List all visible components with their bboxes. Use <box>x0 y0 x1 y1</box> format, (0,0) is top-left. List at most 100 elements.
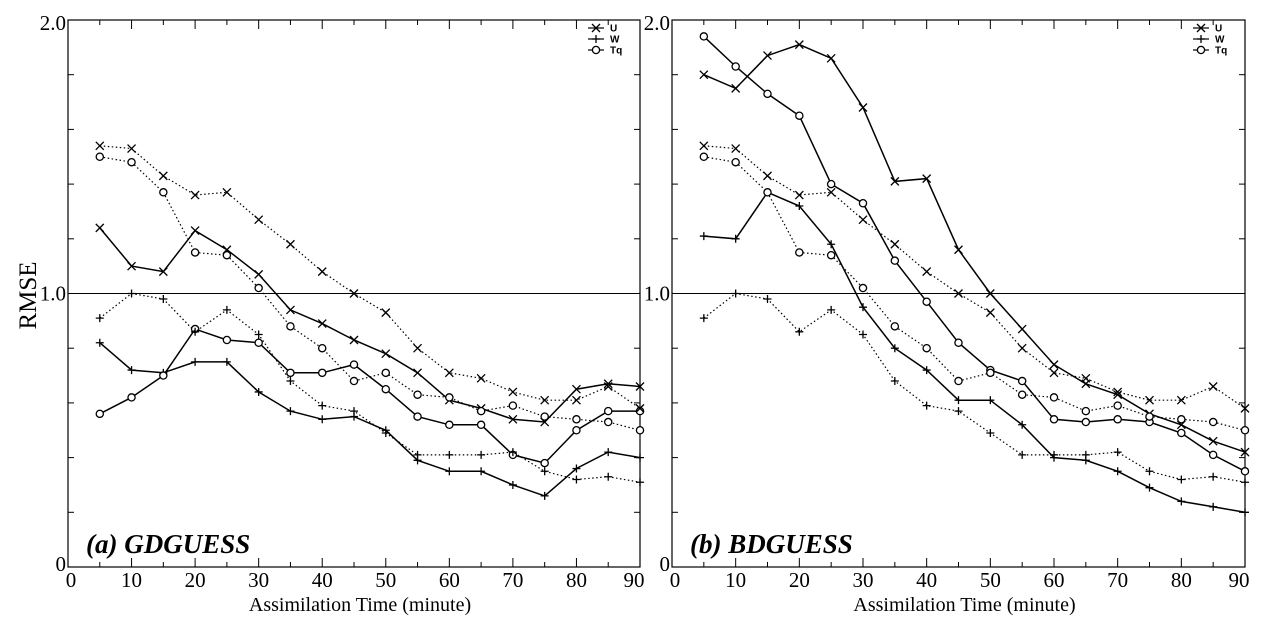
panel-a-data-point <box>540 395 550 405</box>
panel-a-data-point <box>222 305 231 314</box>
panel-b-title: (b) BDGUESS <box>690 529 853 559</box>
panel-b-data-point <box>890 322 900 331</box>
panel-b-data-point <box>1240 403 1250 413</box>
panel-b-data-point <box>1017 324 1027 334</box>
panel-b-x-tick-label: 60 <box>1044 568 1065 592</box>
panel-a-data-point <box>476 373 486 383</box>
panel-b-data-point <box>731 62 740 71</box>
panel-a-data-point <box>604 448 613 457</box>
panel-a-data-point <box>254 215 264 225</box>
panel-a-data-point <box>445 450 454 459</box>
panel-a-series-line <box>99 156 641 431</box>
panel-a-data-point <box>95 223 105 233</box>
panel-b-data-point <box>1145 467 1154 476</box>
panel-b-data-point <box>1017 390 1027 399</box>
panel-a-data-point <box>349 360 359 369</box>
panel-b-series-line <box>703 156 1246 431</box>
panel-b-legend-label: W <box>1215 35 1225 46</box>
panel-b-series-w <box>699 188 1249 517</box>
panel-b-data-point <box>826 250 836 260</box>
panel-b-data-point <box>1017 376 1027 386</box>
panel-a-legend-label: Tq <box>610 46 622 57</box>
panel-a-series-dotted-+ <box>95 289 644 487</box>
panel-a-data-point <box>381 428 390 437</box>
panel-b-data-point <box>1113 401 1122 410</box>
panel-a-series-line <box>99 227 641 423</box>
panel-a-data-point <box>127 157 136 167</box>
panel-a-data-point <box>254 387 263 396</box>
panel-a-data-point <box>349 289 359 298</box>
panel-a-data-point <box>381 308 391 318</box>
panel-b-data-point <box>1113 387 1123 397</box>
panel-b-data-point <box>1081 373 1091 383</box>
panel-b-data-point <box>1240 467 1250 476</box>
panel-b-data-point <box>699 70 709 80</box>
panel-b-data-point <box>1177 475 1186 484</box>
panel-a-x-tick-label: 60 <box>439 568 460 592</box>
panel-b-data-point <box>922 401 931 410</box>
panel-b-data-point <box>922 174 932 184</box>
panel-b-data-point <box>954 407 963 416</box>
panel-a-data-point <box>190 190 200 200</box>
panel-b-data-point <box>731 144 741 154</box>
panel-a-data-point <box>381 349 391 359</box>
panel-b-data-point <box>1081 450 1090 459</box>
panel-a-legend-marker <box>591 23 601 33</box>
panel-b-data-point <box>1208 417 1218 427</box>
panel-b-data-point <box>763 51 772 61</box>
panel-b-data-point <box>826 179 836 189</box>
panel-b-data-point <box>1177 428 1186 438</box>
panel-a-data-point <box>254 338 263 347</box>
panel-a-data-point <box>127 289 136 298</box>
panel-a-series-u <box>95 223 645 427</box>
panel-a-data-point <box>350 407 358 416</box>
panel-a-data-point <box>286 407 295 416</box>
panel-a-series-dotted-x <box>95 141 645 413</box>
panel-a-x-tick-label: 0 <box>66 568 77 592</box>
panel-a-data-point <box>635 425 645 435</box>
panel-a-data-point <box>254 269 264 279</box>
panel-b-data-point <box>985 308 995 318</box>
panel-a-data-point <box>477 450 486 459</box>
panel-a-y-tick-label: 0 <box>56 552 67 576</box>
panel-a-data-point <box>508 387 518 397</box>
panel-b-data-point <box>1017 343 1027 353</box>
panel-a-legend-label: W <box>610 35 620 46</box>
panel-b-data-point <box>1177 497 1186 506</box>
panel-a-data-point <box>508 448 517 457</box>
panel-a-data-point <box>95 338 104 347</box>
panel-a-series-line <box>99 342 641 497</box>
panel-b-data-point <box>1145 395 1154 405</box>
panel-a-data-point <box>603 417 613 427</box>
panel-a-data-point <box>286 377 295 386</box>
panel-b-data-point <box>1241 508 1249 517</box>
panel-b-data-point <box>890 176 900 186</box>
panel-b-x-tick-label: 20 <box>789 568 810 592</box>
panel-a-y-axis-label: RMSE <box>15 261 42 329</box>
panel-b-data-point <box>858 198 868 208</box>
panel-a-data-point <box>477 467 486 476</box>
panel-b-series-u <box>699 40 1250 457</box>
panel-b-x-tick-label: 80 <box>1171 568 1192 592</box>
panel-a-data-point <box>508 401 518 410</box>
panel-b-data-point <box>794 190 804 200</box>
panel-b-data-point <box>1081 406 1091 416</box>
panel-a-data-point <box>285 239 295 249</box>
panel-a-data-point <box>222 250 232 260</box>
panel-b-data-point <box>985 289 995 298</box>
panel-b-series-line <box>703 145 1246 409</box>
panel-a-data-point <box>413 390 422 399</box>
panel-a-data-point <box>540 491 549 500</box>
panel-b-data-point <box>890 344 899 353</box>
panel-b-x-tick-label: 10 <box>725 568 746 592</box>
panel-a-data-point <box>636 478 644 487</box>
panel-a-data-point <box>191 357 200 366</box>
panel-b-x-tick-label: 40 <box>916 568 937 592</box>
panel-a-series-dotted-o <box>95 152 645 435</box>
panel-b-data-point <box>1113 390 1123 400</box>
panel-a-data-point <box>317 343 327 353</box>
panel-b-x-tick-label: 50 <box>980 568 1001 592</box>
